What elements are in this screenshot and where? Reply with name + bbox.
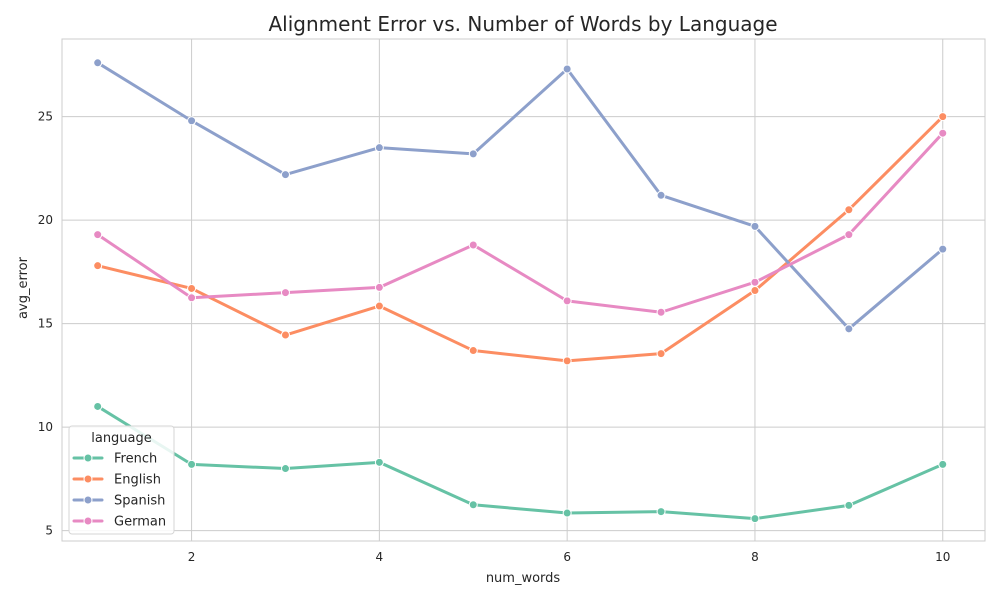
data-point-german xyxy=(468,240,478,250)
legend-label-spanish: Spanish xyxy=(114,494,165,509)
legend-label-french: French xyxy=(114,452,157,467)
data-point-spanish xyxy=(280,170,290,180)
y-tick-label: 25 xyxy=(38,110,53,124)
data-point-french xyxy=(562,508,572,518)
data-point-french xyxy=(280,464,290,474)
data-point-spanish xyxy=(562,64,572,74)
data-point-german xyxy=(750,277,760,287)
data-point-spanish xyxy=(187,116,197,126)
data-point-french xyxy=(93,401,103,411)
legend-item-french: French xyxy=(72,452,157,467)
series-line-spanish xyxy=(96,61,945,331)
series-english xyxy=(93,112,948,366)
data-point-english xyxy=(656,349,666,359)
plot-frame xyxy=(61,38,986,542)
data-point-german xyxy=(562,296,572,306)
data-point-french xyxy=(187,459,197,469)
x-tick-label: 10 xyxy=(935,550,950,564)
legend-marker-german xyxy=(83,516,93,526)
data-point-english xyxy=(374,301,384,311)
series-line-english xyxy=(96,115,945,363)
data-point-german xyxy=(93,230,103,240)
y-tick-label: 15 xyxy=(38,317,53,331)
data-point-english xyxy=(280,330,290,340)
data-point-french xyxy=(374,457,384,467)
legend-item-spanish: Spanish xyxy=(72,494,165,509)
data-point-spanish xyxy=(374,143,384,153)
series-german xyxy=(93,128,948,317)
x-tick-label: 6 xyxy=(563,550,571,564)
legend-box xyxy=(68,425,175,535)
data-point-spanish xyxy=(468,149,478,159)
data-point-german xyxy=(280,288,290,298)
data-point-english xyxy=(844,205,854,215)
data-point-spanish xyxy=(844,324,854,334)
data-point-german xyxy=(374,282,384,292)
legend-item-german: German xyxy=(72,515,166,530)
x-tick-label: 8 xyxy=(751,550,759,564)
x-axis-label: num_words xyxy=(486,571,561,586)
grid-lines xyxy=(62,39,985,541)
y-tick-label: 10 xyxy=(38,420,53,434)
legend-marker-english xyxy=(83,474,93,484)
data-point-spanish xyxy=(93,58,103,68)
series-line-german xyxy=(96,131,945,314)
x-tick-label: 4 xyxy=(376,550,384,564)
legend-item-english: English xyxy=(72,473,161,488)
data-point-german xyxy=(844,230,854,240)
legend-label-german: German xyxy=(114,515,166,530)
data-point-german xyxy=(656,307,666,317)
chart-title: Alignment Error vs. Number of Words by L… xyxy=(268,12,777,36)
y-axis: 5 10 15 20 25 xyxy=(38,110,53,538)
series-layer xyxy=(93,58,948,524)
x-axis: 2 4 6 8 10 xyxy=(188,550,951,564)
plot-area xyxy=(61,38,986,542)
data-point-french xyxy=(656,507,666,517)
data-point-french xyxy=(938,459,948,469)
series-spanish xyxy=(93,58,948,334)
series-line-french xyxy=(96,404,945,521)
y-tick-label: 20 xyxy=(38,213,53,227)
x-tick-label: 2 xyxy=(188,550,196,564)
legend: language French English Spanish German xyxy=(68,425,175,535)
legend-title: language xyxy=(91,431,152,446)
data-point-english xyxy=(562,356,572,366)
data-point-spanish xyxy=(750,221,760,231)
data-point-spanish xyxy=(938,244,948,254)
data-point-french xyxy=(750,514,760,524)
data-point-english xyxy=(187,283,197,293)
data-point-french xyxy=(844,500,854,510)
series-french xyxy=(93,401,948,524)
data-point-french xyxy=(468,500,478,510)
legend-marker-spanish xyxy=(83,495,93,505)
y-axis-label: avg_error xyxy=(16,256,31,319)
legend-label-english: English xyxy=(114,473,161,488)
data-point-english xyxy=(93,261,103,271)
data-point-german xyxy=(938,128,948,138)
data-point-german xyxy=(187,293,197,303)
legend-marker-french xyxy=(83,453,93,463)
y-tick-label: 5 xyxy=(45,524,53,538)
data-point-spanish xyxy=(656,190,666,200)
data-point-english xyxy=(938,112,948,122)
data-point-english xyxy=(750,286,760,296)
data-point-english xyxy=(468,346,478,356)
